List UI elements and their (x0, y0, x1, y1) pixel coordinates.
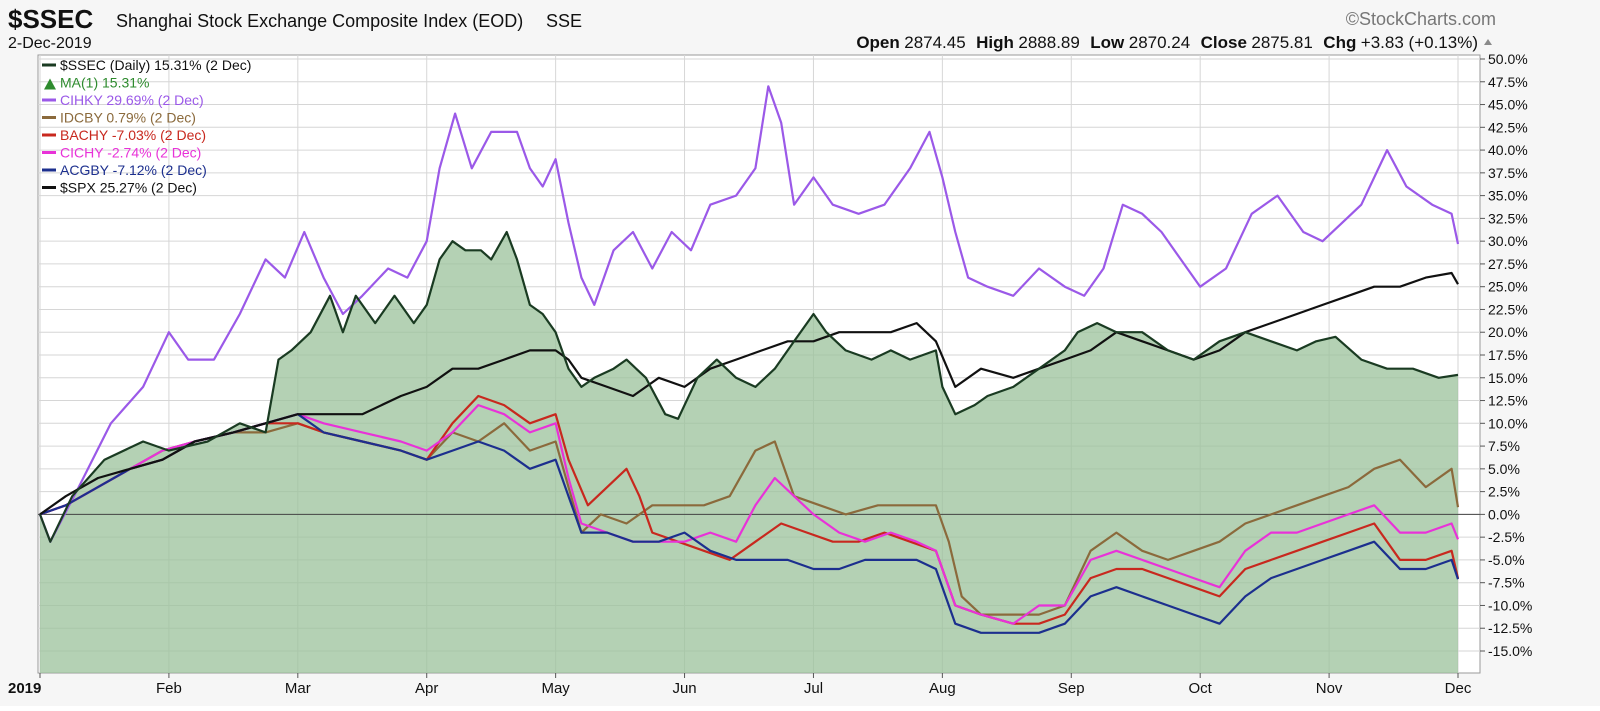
y-tick-label: 45.0% (1488, 97, 1528, 113)
chg-up-arrow-icon (1484, 39, 1492, 45)
low-label: Low (1090, 33, 1125, 52)
legend-entry: $SPX 25.27% (2 Dec) (60, 180, 197, 196)
y-axis: 50.0% 47.5% 45.0% 42.5% 40.0% 37.5% 35.0% 32.5%… (1480, 51, 1532, 659)
x-tick-label: Aug (929, 680, 956, 697)
y-tick-label: 25.0% (1488, 279, 1528, 295)
exchange-label: SSE (546, 11, 582, 31)
chart-name: Shanghai Stock Exchange Composite Index … (116, 11, 523, 31)
chg-value: +3.83 (+0.13%) (1361, 33, 1478, 52)
y-tick-label: 12.5% (1488, 393, 1528, 409)
y-tick-label: 42.5% (1488, 119, 1528, 135)
x-tick-label: Jul (804, 680, 823, 697)
watermark: ©StockCharts.com (1346, 9, 1496, 29)
y-tick-label: 50.0% (1488, 51, 1528, 67)
x-tick-label: Mar (285, 680, 311, 697)
y-tick-label: 30.0% (1488, 233, 1528, 249)
y-tick-label: -2.5% (1488, 529, 1525, 545)
y-tick-label: 0.0% (1488, 506, 1520, 522)
ohlc-readout: Open 2874.45 High 2888.89 Low 2870.24 Cl… (856, 33, 1478, 52)
x-tick-label: Nov (1316, 680, 1343, 697)
low-value: 2870.24 (1129, 33, 1190, 52)
x-tick-label: 2019 (8, 680, 41, 697)
y-tick-label: -15.0% (1488, 643, 1532, 659)
y-tick-label: 32.5% (1488, 210, 1528, 226)
y-tick-label: 5.0% (1488, 461, 1520, 477)
y-tick-label: 15.0% (1488, 370, 1528, 386)
y-tick-label: 35.0% (1488, 188, 1528, 204)
x-tick-label: Apr (415, 680, 438, 697)
y-tick-label: 27.5% (1488, 256, 1528, 272)
x-tick-label: Sep (1058, 680, 1085, 697)
series-line-6 (39, 413, 1460, 634)
legend-entry: MA(1) 15.31% (60, 75, 149, 91)
legend: $SSEC (Daily) 15.31% (2 Dec) MA(1) 15.31%… (42, 57, 251, 196)
legend-entry: BACHY -7.03% (2 Dec) (60, 127, 206, 143)
open-label: Open (856, 33, 899, 52)
y-tick-label: -5.0% (1488, 552, 1525, 568)
legend-entry: CIHKY 29.69% (2 Dec) (60, 92, 204, 108)
y-tick-label: 47.5% (1488, 74, 1528, 90)
close-label: Close (1201, 33, 1247, 52)
legend-entry: ACGBY -7.12% (2 Dec) (60, 162, 207, 178)
chart-date: 2-Dec-2019 (8, 35, 92, 52)
y-tick-label: 2.5% (1488, 484, 1520, 500)
x-tick-label: Dec (1445, 680, 1472, 697)
open-value: 2874.45 (904, 33, 965, 52)
y-tick-label: -12.5% (1488, 620, 1532, 636)
x-tick-label: Oct (1189, 680, 1213, 697)
y-tick-label: 40.0% (1488, 142, 1528, 158)
legend-entry: CICHY -2.74% (2 Dec) (60, 145, 201, 161)
y-tick-label: 10.0% (1488, 415, 1528, 431)
series-line-5 (39, 404, 1460, 625)
x-tick-label: Jun (672, 680, 696, 697)
legend-area-icon (44, 78, 56, 90)
high-label: High (976, 33, 1014, 52)
high-value: 2888.89 (1018, 33, 1079, 52)
line-layer (38, 85, 1460, 634)
y-tick-label: 37.5% (1488, 165, 1528, 181)
x-tick-label: May (541, 680, 570, 697)
chart-symbol: $SSEC (8, 4, 93, 34)
series-line-2 (38, 85, 1460, 543)
series-line-0 (38, 230, 1459, 543)
chg-label: Chg (1323, 33, 1356, 52)
x-axis: 2019 Feb Mar Apr May Jun Jul Aug Sep Oct Nov Dec (8, 673, 1472, 697)
y-tick-label: 20.0% (1488, 324, 1528, 340)
legend-entry: $SSEC (Daily) 15.31% (2 Dec) (60, 57, 251, 73)
y-tick-label: 17.5% (1488, 347, 1528, 363)
y-tick-label: -7.5% (1488, 575, 1525, 591)
close-value: 2875.81 (1251, 33, 1312, 52)
y-tick-label: 7.5% (1488, 438, 1520, 454)
legend-entry: IDCBY 0.79% (2 Dec) (60, 110, 196, 126)
y-tick-label: 22.5% (1488, 301, 1528, 317)
y-tick-label: -10.0% (1488, 597, 1532, 613)
x-tick-label: Feb (156, 680, 182, 697)
